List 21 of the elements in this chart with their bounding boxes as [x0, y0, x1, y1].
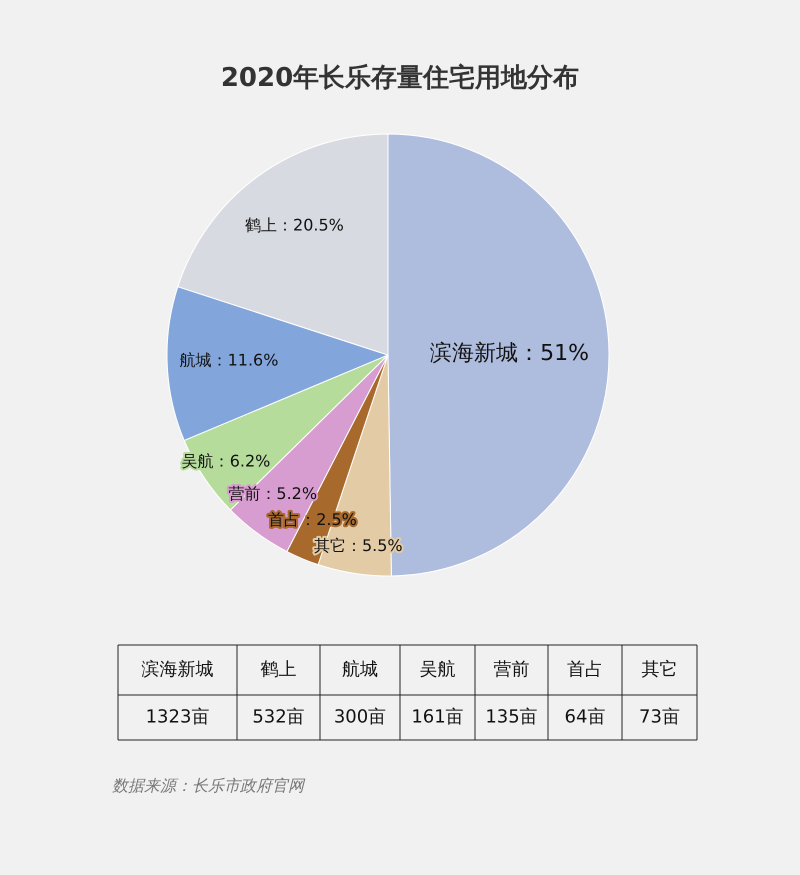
data-label: 鹤上：20.5%: [245, 216, 344, 235]
category-label: 航城: [342, 658, 378, 680]
data-label: 73亩: [639, 706, 680, 728]
category-label: 首占: [567, 658, 603, 680]
category-label: 营前: [494, 658, 530, 680]
data-label: 吴航：6.2%: [182, 452, 270, 472]
data-label: 161亩: [411, 706, 464, 728]
data-label: 航城：11.6%: [180, 350, 278, 370]
category-label: 其它: [642, 658, 678, 680]
data-label: 营前：5.2%: [228, 484, 318, 504]
data-label: 300亩: [334, 706, 386, 728]
category-label: 吴航: [420, 658, 456, 680]
data-label: 532亩: [252, 706, 305, 728]
category-label: 滨海新城: [142, 658, 214, 680]
data-label: 滨海新城：51%: [430, 341, 589, 366]
data-label: 1323亩: [146, 706, 210, 728]
data-label: 64亩: [564, 706, 606, 728]
source-note: 数据来源：长乐市政府官网: [112, 776, 306, 795]
category-label: 鹤上: [260, 658, 296, 680]
chart-title: 2020年长乐存量住宅用地分布: [220, 63, 580, 93]
data-label: 135亩: [485, 706, 538, 728]
